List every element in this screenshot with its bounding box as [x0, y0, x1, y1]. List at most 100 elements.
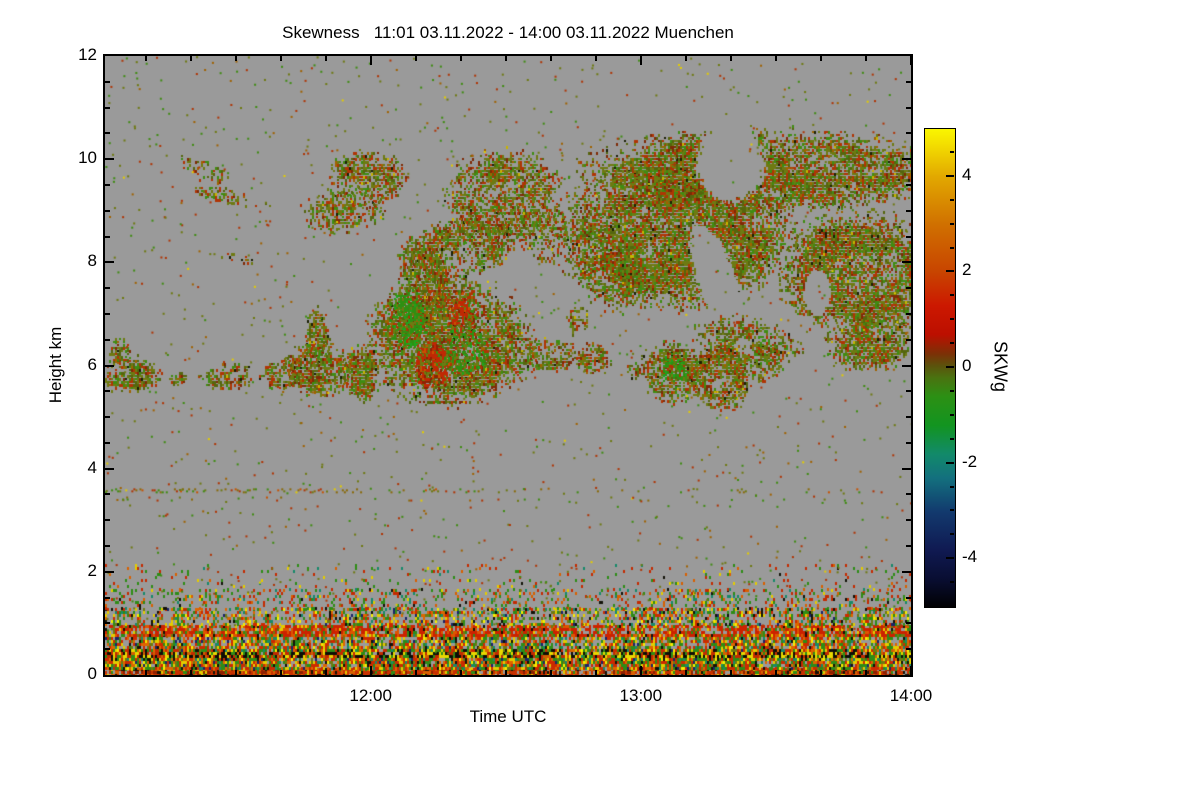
x-minor-tick [549, 670, 552, 675]
colorbar-major-tick [946, 366, 954, 368]
y-minor-tick [105, 390, 110, 393]
x-major-tick [639, 666, 642, 675]
y-tick-label: 0 [87, 664, 97, 683]
x-minor-tick [234, 56, 237, 61]
y-minor-tick [906, 390, 911, 393]
y-minor-tick [105, 519, 110, 522]
y-tick-label: 10 [78, 148, 97, 168]
y-major-tick [902, 570, 911, 573]
y-minor-tick [105, 132, 110, 135]
colorbar-major-tick [946, 461, 954, 464]
x-minor-tick [864, 56, 867, 61]
colorbar-major-tick [946, 270, 954, 273]
x-minor-tick [414, 56, 417, 61]
y-minor-tick [906, 106, 911, 109]
chart-title: Skewness 11:01 03.11.2022 - 14:00 03.11.… [282, 23, 734, 42]
y-minor-tick [105, 209, 110, 212]
x-major-tick [639, 56, 642, 65]
y-axis-title: Height km [46, 326, 65, 404]
y-minor-tick [906, 312, 911, 315]
x-minor-tick [684, 670, 687, 675]
y-minor-tick [105, 235, 110, 238]
y-minor-tick [906, 183, 911, 186]
colorbar-minor-tick [950, 485, 954, 488]
plot-frame [103, 54, 913, 677]
x-minor-tick [144, 670, 147, 675]
colorbar-tick-label: 2 [962, 260, 972, 280]
x-minor-tick [414, 670, 417, 675]
colorbar-tick-label: 4 [962, 164, 972, 184]
colorbar-minor-tick [950, 389, 954, 392]
x-minor-tick [594, 670, 597, 675]
x-minor-tick [729, 56, 732, 61]
y-major-tick [902, 467, 911, 470]
x-minor-tick [729, 670, 732, 675]
y-minor-tick [105, 416, 110, 419]
x-minor-tick [459, 670, 462, 675]
x-minor-tick [144, 56, 147, 61]
x-minor-tick [279, 670, 282, 675]
y-minor-tick [906, 545, 911, 548]
colorbar-tick-label: -2 [962, 451, 978, 471]
x-tick-label: 12:00 [349, 686, 392, 705]
x-axis-title: Time UTC [469, 707, 547, 726]
x-minor-tick [189, 670, 192, 675]
colorbar-minor-tick [950, 246, 954, 249]
y-tick-label: 4 [87, 457, 97, 477]
y-minor-tick [105, 648, 110, 651]
y-tick-label: 2 [87, 560, 97, 580]
y-minor-tick [105, 596, 110, 599]
x-minor-tick [864, 670, 867, 675]
colorbar [924, 128, 956, 608]
x-minor-tick [594, 56, 597, 61]
x-major-tick [910, 56, 912, 65]
y-tick-label: 12 [78, 45, 97, 64]
y-minor-tick [105, 80, 110, 83]
y-major-tick [105, 467, 114, 470]
y-minor-tick [105, 312, 110, 315]
y-minor-tick [906, 648, 911, 651]
x-minor-tick [774, 56, 777, 61]
x-minor-tick [774, 670, 777, 675]
y-minor-tick [906, 235, 911, 238]
y-major-tick [902, 158, 911, 161]
y-minor-tick [906, 596, 911, 599]
y-minor-tick [906, 441, 911, 444]
x-minor-tick [504, 670, 507, 675]
y-minor-tick [906, 132, 911, 135]
y-minor-tick [906, 209, 911, 212]
y-tick-label: 6 [87, 354, 97, 374]
colorbar-minor-tick [950, 150, 954, 153]
colorbar-major-tick [946, 174, 954, 177]
heatmap-canvas [105, 56, 911, 675]
x-tick-label: 13:00 [619, 686, 663, 705]
colorbar-tick-label: 0 [962, 356, 972, 375]
colorbar-minor-tick [950, 533, 954, 536]
colorbar-minor-tick [950, 437, 954, 440]
x-minor-tick [684, 56, 687, 61]
x-minor-tick [189, 56, 192, 61]
y-minor-tick [105, 441, 110, 444]
x-minor-tick [234, 670, 237, 675]
x-major-tick [910, 666, 912, 675]
y-minor-tick [906, 80, 911, 83]
y-tick-label: 8 [87, 251, 97, 271]
colorbar-minor-tick [950, 318, 954, 321]
y-major-tick [902, 364, 911, 367]
y-minor-tick [105, 287, 110, 290]
y-major-tick [105, 261, 114, 264]
y-minor-tick [906, 519, 911, 522]
colorbar-minor-tick [950, 294, 954, 297]
y-minor-tick [906, 493, 911, 496]
y-minor-tick [105, 545, 110, 548]
colorbar-minor-tick [950, 509, 954, 512]
y-minor-tick [906, 416, 911, 419]
y-major-tick [105, 364, 114, 367]
colorbar-title: SKWg [990, 340, 1011, 392]
colorbar-gradient [925, 129, 955, 607]
x-minor-tick [324, 56, 327, 61]
x-minor-tick [819, 670, 822, 675]
y-major-tick [902, 261, 911, 264]
colorbar-minor-tick [950, 413, 954, 416]
